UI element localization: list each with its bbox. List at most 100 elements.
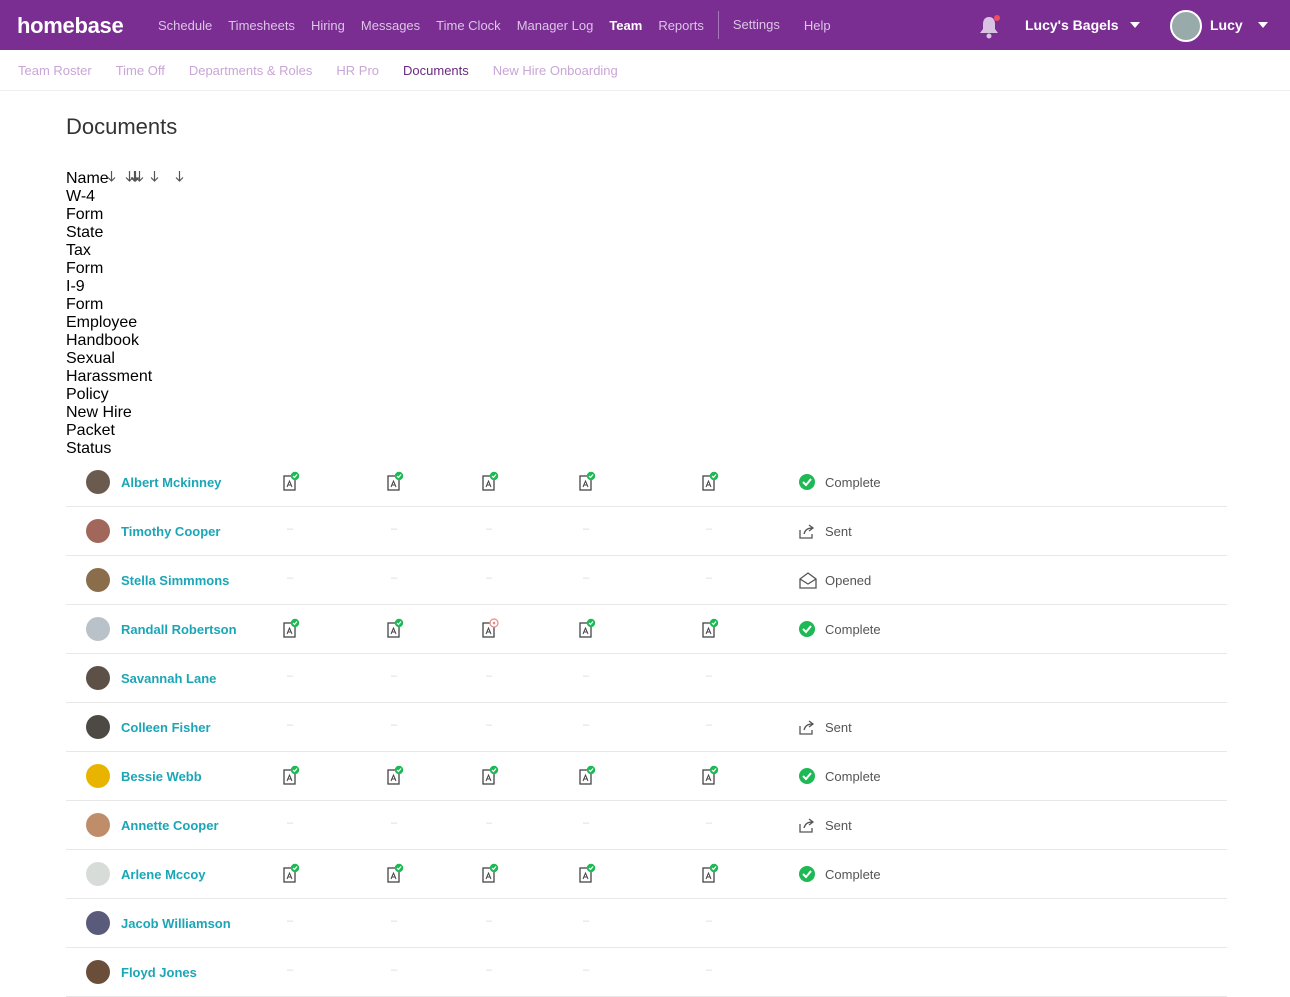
nav-item[interactable]: Time Clock [436, 17, 501, 33]
column-header[interactable]: New Hire Packet Status [66, 171, 159, 458]
nav-item[interactable]: Manager Log [516, 17, 594, 33]
employee-name[interactable]: Bessie Webb [121, 769, 202, 784]
signed-document-icon[interactable] [386, 765, 404, 792]
signed-document-icon[interactable] [282, 863, 300, 890]
user-avatar[interactable] [1170, 10, 1202, 42]
subnav-item[interactable]: New Hire Onboarding [492, 62, 618, 78]
nav-item[interactable]: Timesheets [228, 17, 295, 33]
subnav-item[interactable]: HR Pro [336, 62, 380, 78]
avatar [86, 764, 110, 788]
table-row: Jacob Williamson – – – – – [66, 899, 1227, 948]
caret [1258, 22, 1268, 28]
empty-cell: – [287, 572, 294, 584]
empty-cell: – [583, 523, 590, 535]
avatar [86, 813, 110, 837]
sub-nav: Team Roster Time Off Departments & Roles HR… [0, 50, 1290, 91]
empty-cell: – [287, 670, 294, 682]
user-menu[interactable]: Lucy [1210, 17, 1243, 33]
empty-cell: – [486, 719, 493, 731]
nav-items: Schedule Timesheets Hiring Messages Time Clo… [158, 0, 847, 50]
employee-name[interactable]: Albert Mckinney [121, 475, 222, 490]
subnav-item[interactable]: Time Off [115, 62, 165, 78]
top-nav: homebase Schedule Timesheets Hiring Message… [0, 0, 1290, 50]
signed-document-icon[interactable] [481, 863, 499, 890]
empty-cell: – [391, 817, 398, 829]
documents-table: Name W-4 Form State Tax Form I-9 Form Employ… [66, 170, 1227, 997]
empty-cell: – [706, 817, 713, 829]
column-header[interactable]: I-9 Form [66, 171, 134, 314]
column-header[interactable]: Employee Handbook [66, 171, 144, 350]
signed-document-icon[interactable] [282, 618, 300, 645]
table-row: Floyd Jones – – – – – [66, 948, 1227, 997]
signed-document-icon[interactable] [701, 471, 719, 498]
bell-icon[interactable] [977, 14, 1001, 40]
nav-item[interactable]: Messages [360, 17, 421, 33]
brand[interactable]: homebase [17, 13, 124, 38]
subnav-item[interactable]: Documents [403, 62, 469, 78]
column-header[interactable]: Name [66, 170, 116, 188]
nav-item[interactable]: Schedule [158, 17, 213, 33]
nav-item[interactable]: Help [803, 17, 831, 33]
empty-cell: – [583, 915, 590, 927]
table-row: Colleen Fisher – – – – – Sent [66, 703, 1227, 752]
signed-document-icon[interactable] [386, 863, 404, 890]
status-icon [798, 767, 816, 790]
empty-cell: – [287, 523, 294, 535]
signed-document-icon[interactable] [481, 471, 499, 498]
empty-cell: – [486, 572, 493, 584]
employee-name[interactable]: Arlene Mccoy [121, 867, 206, 882]
column-header[interactable]: State Tax Form [66, 171, 139, 278]
employee-name[interactable]: Randall Robertson [121, 622, 237, 637]
signed-document-icon[interactable] [701, 863, 719, 890]
signed-document-icon[interactable] [481, 765, 499, 792]
nav-item[interactable]: Hiring [310, 17, 345, 33]
status-icon [798, 571, 818, 594]
status-icon [798, 718, 816, 741]
table-row: Stella Simmmons – – – – – Opened [66, 556, 1227, 605]
subnav-item[interactable]: Departments & Roles [188, 62, 313, 78]
signed-document-icon[interactable] [386, 618, 404, 645]
location-menu[interactable]: Lucy's Bagels [1025, 17, 1119, 33]
employee-name[interactable]: Timothy Cooper [121, 524, 221, 539]
employee-name[interactable]: Savannah Lane [121, 671, 217, 686]
signed-document-icon[interactable] [282, 471, 300, 498]
signed-document-icon[interactable] [386, 471, 404, 498]
employee-name[interactable]: Floyd Jones [121, 965, 197, 980]
empty-cell: – [706, 964, 713, 976]
signed-document-icon[interactable] [578, 765, 596, 792]
subnav-item[interactable]: Team Roster [18, 62, 92, 78]
empty-cell: – [583, 719, 590, 731]
signed-document-icon[interactable] [282, 765, 300, 792]
empty-cell: – [287, 964, 294, 976]
empty-cell: – [287, 817, 294, 829]
employee-name[interactable]: Jacob Williamson [121, 916, 231, 931]
flagged-document-icon[interactable] [481, 618, 499, 645]
empty-cell: – [287, 915, 294, 927]
empty-cell: – [706, 572, 713, 584]
table-row: Randall Robertson Complete [66, 605, 1227, 654]
column-header[interactable]: W-4 Form [66, 171, 140, 224]
signed-document-icon[interactable] [701, 765, 719, 792]
signed-document-icon[interactable] [701, 618, 719, 645]
empty-cell: – [486, 670, 493, 682]
signed-document-icon[interactable] [578, 471, 596, 498]
employee-name[interactable]: Stella Simmmons [121, 573, 230, 588]
column-header[interactable]: Sexual Harassment Policy [66, 171, 184, 404]
empty-cell: – [287, 719, 294, 731]
table-row: Annette Cooper – – – – – Sent [66, 801, 1227, 850]
empty-cell: – [486, 915, 493, 927]
nav-item[interactable]: Settings [717, 11, 780, 39]
table-row: Savannah Lane – – – – – [66, 654, 1227, 703]
employee-name[interactable]: Colleen Fisher [121, 720, 211, 735]
nav-item[interactable]: Team [609, 17, 643, 33]
nav-item[interactable]: Reports [658, 17, 704, 33]
empty-cell: – [486, 964, 493, 976]
avatar [86, 568, 110, 592]
packet-status: Complete [825, 475, 881, 490]
empty-cell: – [706, 719, 713, 731]
empty-cell: – [391, 523, 398, 535]
signed-document-icon[interactable] [578, 618, 596, 645]
signed-document-icon[interactable] [578, 863, 596, 890]
employee-name[interactable]: Annette Cooper [121, 818, 219, 833]
status-icon [798, 816, 816, 839]
